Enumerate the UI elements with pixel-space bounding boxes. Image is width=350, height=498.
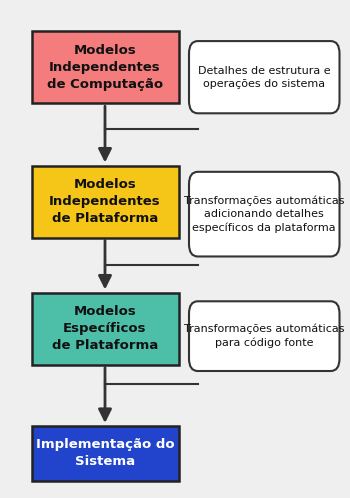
Text: Transformações automáticas
para código fonte: Transformações automáticas para código f… bbox=[184, 324, 344, 348]
Text: Implementação do
Sistema: Implementação do Sistema bbox=[36, 438, 174, 468]
FancyBboxPatch shape bbox=[32, 293, 178, 365]
FancyBboxPatch shape bbox=[189, 41, 340, 114]
Text: Modelos
Específicos
de Plataforma: Modelos Específicos de Plataforma bbox=[52, 305, 158, 352]
FancyBboxPatch shape bbox=[32, 426, 178, 481]
Text: Transformações automáticas
adicionando detalhes
específicos da plataforma: Transformações automáticas adicionando d… bbox=[184, 195, 344, 233]
FancyBboxPatch shape bbox=[32, 165, 178, 238]
FancyBboxPatch shape bbox=[189, 172, 340, 256]
Text: Modelos
Independentes
de Computação: Modelos Independentes de Computação bbox=[47, 44, 163, 91]
FancyBboxPatch shape bbox=[32, 31, 178, 104]
FancyBboxPatch shape bbox=[189, 301, 340, 371]
Text: Modelos
Independentes
de Plataforma: Modelos Independentes de Plataforma bbox=[49, 178, 161, 225]
Text: Detalhes de estrutura e
operações do sistema: Detalhes de estrutura e operações do sis… bbox=[198, 66, 330, 89]
